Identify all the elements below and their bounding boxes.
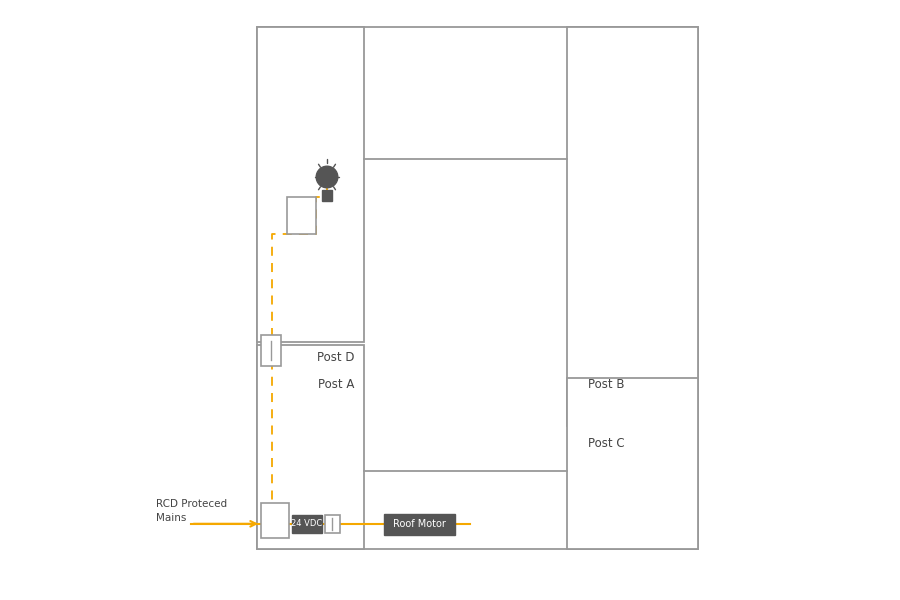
FancyBboxPatch shape: [325, 515, 340, 533]
FancyBboxPatch shape: [261, 335, 282, 366]
FancyBboxPatch shape: [384, 514, 454, 535]
FancyBboxPatch shape: [256, 27, 698, 549]
FancyBboxPatch shape: [261, 503, 289, 538]
FancyBboxPatch shape: [256, 27, 364, 342]
Text: Roof Motor: Roof Motor: [393, 520, 446, 529]
Text: Post A: Post A: [318, 378, 355, 391]
Text: 24 VDC: 24 VDC: [291, 519, 322, 528]
FancyBboxPatch shape: [287, 197, 316, 234]
FancyBboxPatch shape: [567, 27, 698, 426]
Text: RCD Proteced
Mains: RCD Proteced Mains: [156, 499, 227, 523]
FancyBboxPatch shape: [322, 190, 332, 201]
Circle shape: [316, 166, 338, 188]
FancyBboxPatch shape: [567, 378, 698, 549]
Text: Post D: Post D: [317, 351, 355, 364]
Text: Post C: Post C: [588, 437, 625, 450]
FancyBboxPatch shape: [292, 515, 321, 533]
Text: Post B: Post B: [588, 378, 625, 391]
FancyBboxPatch shape: [256, 345, 364, 549]
